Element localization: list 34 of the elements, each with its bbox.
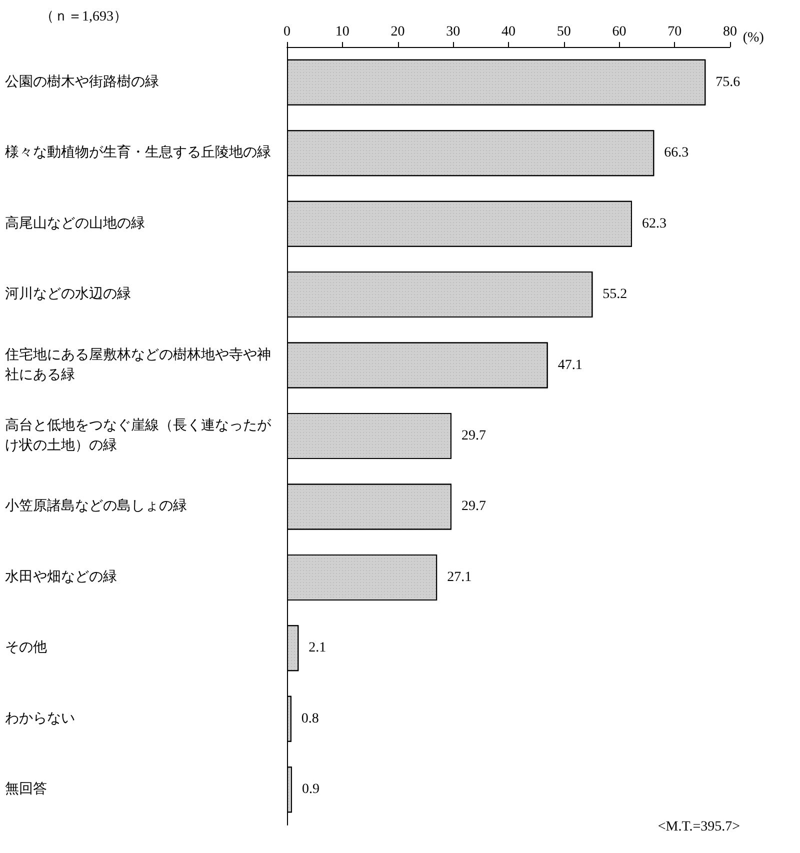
data-label: 66.3	[664, 146, 689, 161]
y-tick-label: 水田や畑などの緑	[5, 568, 117, 585]
y-tick-label: 高尾山などの山地の緑	[5, 215, 145, 232]
x-tick-label: 40	[502, 24, 516, 40]
data-label: 75.6	[716, 74, 740, 90]
y-tick-label: その他	[5, 640, 47, 656]
x-tick-label: 0	[284, 24, 290, 40]
x-tick-label: 10	[335, 24, 350, 40]
text: （ｎ＝1,693）	[40, 10, 128, 24]
annotation: <M.T.=395.7>	[658, 820, 740, 834]
x-tick-label: 70	[668, 24, 682, 40]
x-axis-title: (%)	[742, 30, 764, 46]
data-label: 62.3	[642, 216, 666, 232]
y-tick-label: 公園の樹木や街路樹の緑	[5, 74, 159, 90]
x-tick-label: 50	[556, 24, 571, 40]
y-tick-label: わからない	[5, 711, 75, 726]
data-label: 0.8	[301, 711, 319, 726]
x-tick-label: 80	[723, 24, 737, 40]
x-tick-label: 60	[612, 24, 626, 40]
y-tick-label: 様々な動植物が生育・生息する丘陵地の緑	[5, 144, 271, 161]
data-label: 29.7	[461, 428, 486, 444]
data-label: 55.2	[602, 287, 628, 302]
x-tick-label: 30	[446, 24, 460, 40]
y-tick-label: 小笠原諸島などの島しょの緑	[5, 498, 187, 514]
data-label: 2.1	[308, 640, 326, 656]
y-tick-label: 高台と低地をつなぐ崖線（長く連なったがけ状の土地）の緑	[5, 418, 272, 454]
data-label: 0.9	[302, 782, 320, 798]
data-label: 29.7	[461, 499, 486, 514]
data-label: 47.1	[558, 358, 582, 373]
data-label: 27.1	[447, 570, 472, 585]
y-tick-label: 河川などの水辺の緑	[5, 286, 131, 302]
y-tick-label: 無回答	[5, 781, 47, 798]
x-tick-label: 20	[390, 24, 405, 40]
y-tick-label: 住宅地にある屋敷林などの樹林地や寺や神社にある緑	[4, 346, 271, 383]
